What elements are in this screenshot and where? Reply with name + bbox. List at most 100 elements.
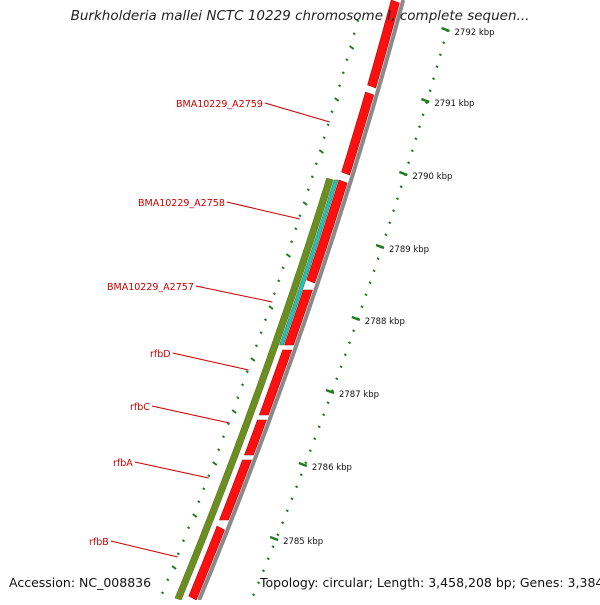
tick-mark xyxy=(392,209,396,213)
tick-mark xyxy=(337,84,342,88)
cds-block xyxy=(218,459,252,521)
tick-mark xyxy=(308,449,312,453)
gene-label: rfbD xyxy=(150,349,171,360)
tick-mark xyxy=(364,293,368,297)
tick-mark xyxy=(259,331,263,335)
tick-mark xyxy=(202,487,206,491)
backbone-strand xyxy=(197,0,406,601)
gene-leader-line xyxy=(264,102,330,123)
tick-mark xyxy=(236,396,240,400)
gene-leader-line xyxy=(134,461,209,479)
tick-mark xyxy=(318,149,324,154)
tick-mark xyxy=(294,227,298,231)
tick-mark xyxy=(314,162,318,166)
tick-mark xyxy=(330,110,334,114)
tick-mark xyxy=(240,383,245,387)
tick-mark xyxy=(322,413,326,417)
gene-label: rfbA xyxy=(113,458,133,469)
tick-mark xyxy=(207,474,211,478)
tick-mark xyxy=(435,65,439,69)
map-title: Burkholderia mallei NCTC 10229 chromosom… xyxy=(70,8,530,24)
tick-mark xyxy=(330,389,335,393)
tick-mark xyxy=(421,113,425,117)
cds-block xyxy=(284,289,313,346)
gene-label: rfbC xyxy=(130,402,150,413)
gene-leader-line xyxy=(110,540,178,558)
tick-mark xyxy=(438,53,442,57)
tick-mark xyxy=(231,409,237,414)
tick-mark xyxy=(368,281,372,285)
gene-label: BMA10229_A2758 xyxy=(138,198,225,209)
gene-label: BMA10229_A2759 xyxy=(176,99,263,110)
tick-mark xyxy=(388,221,392,225)
accession-text: Accession: NC_008836 xyxy=(9,575,152,590)
kbp-label: 2786 kbp xyxy=(312,463,352,473)
tick-mark xyxy=(285,509,289,513)
tick-mark xyxy=(272,292,276,296)
tick-mark xyxy=(335,377,339,381)
tick-mark xyxy=(217,448,221,452)
cyan-feature-band xyxy=(279,179,339,346)
backbone-layer xyxy=(197,0,406,601)
kbp-tick xyxy=(298,461,308,468)
tick-mark xyxy=(290,497,294,501)
tick-mark xyxy=(252,593,256,597)
tick-mark xyxy=(221,435,226,439)
tick-mark xyxy=(192,513,198,518)
tick-mark xyxy=(281,521,285,525)
tick-mark xyxy=(339,365,343,369)
tick-mark xyxy=(285,253,291,258)
kbp-tick xyxy=(375,243,385,250)
labels-layer: 2792 kbp 2791 kbp 2790 kbp 2789 kbp 2788 kbp… xyxy=(89,28,495,558)
tick-mark xyxy=(410,149,414,153)
tick-mark xyxy=(266,557,270,561)
tick-mark xyxy=(343,353,347,357)
tick-mark xyxy=(384,233,388,237)
tick-mark xyxy=(376,257,380,261)
kbp-label: 2791 kbp xyxy=(434,99,474,109)
gene-leader-line xyxy=(195,285,273,303)
kbp-tick xyxy=(420,97,430,104)
cds-block xyxy=(258,349,293,416)
kbp-tick xyxy=(441,26,450,33)
kbp-label: 2785 kbp xyxy=(283,537,323,547)
tick-mark xyxy=(372,269,376,273)
tick-mark xyxy=(341,71,345,75)
tick-mark xyxy=(271,545,275,549)
gene-label: BMA10229_A2757 xyxy=(107,282,194,293)
gene-leader-line xyxy=(151,405,230,424)
kbp-label: 2792 kbp xyxy=(455,28,495,38)
tick-mark xyxy=(360,305,364,309)
tick-mark xyxy=(306,188,310,192)
tick-mark xyxy=(295,485,299,489)
kbp-tick xyxy=(398,170,408,177)
tick-mark xyxy=(313,437,317,441)
tick-mark xyxy=(349,45,355,50)
tick-mark xyxy=(322,136,326,140)
tick-mark xyxy=(347,341,352,345)
cds-block xyxy=(367,0,400,89)
tick-mark xyxy=(212,461,218,466)
tick-mark xyxy=(352,329,356,333)
kbp-tick xyxy=(325,388,335,395)
tick-mark xyxy=(268,305,274,310)
topology-summary: Topology: circular; Length: 3,458,208 bp… xyxy=(260,575,600,590)
cds-block xyxy=(306,179,348,284)
kbp-label: 2790 kbp xyxy=(412,172,452,182)
kbp-label: 2788 kbp xyxy=(365,317,405,327)
tick-mark xyxy=(326,401,330,405)
tick-mark xyxy=(160,591,165,595)
tick-mark xyxy=(197,500,201,504)
gene-leader-line xyxy=(226,201,300,220)
cds-layer xyxy=(188,0,400,601)
tick-mark xyxy=(334,97,340,102)
tick-mark xyxy=(395,197,400,201)
tick-mark xyxy=(299,473,303,477)
tick-mark xyxy=(290,240,294,244)
kbp-tick xyxy=(269,535,279,542)
tick-mark xyxy=(181,539,186,543)
tick-mark xyxy=(304,461,308,465)
tick-mark xyxy=(399,185,403,189)
